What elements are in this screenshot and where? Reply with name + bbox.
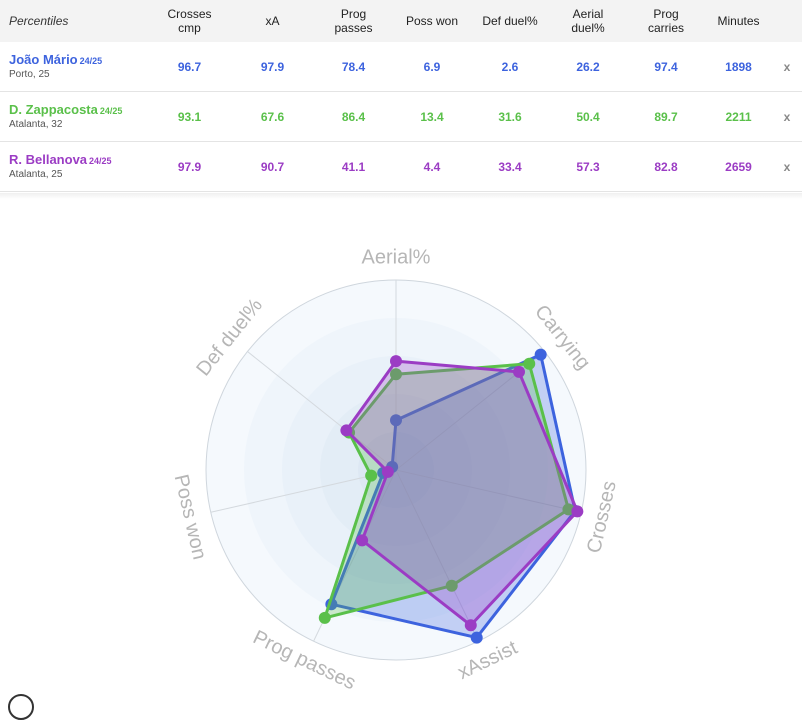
radar-spoke	[247, 351, 397, 471]
remove-player-button[interactable]: x	[772, 141, 802, 192]
player-meta: Porto, 25	[9, 69, 50, 80]
column-header: Def duel%	[471, 0, 549, 42]
column-header: xA	[231, 0, 314, 42]
table-row: R. Bellanova 24/25 Atalanta, 25 97.9 90.7 41.…	[0, 141, 802, 192]
series-point	[356, 534, 369, 547]
stat-cell: 57.3	[549, 141, 627, 192]
player-name[interactable]: R. Bellanova 24/25	[9, 152, 112, 167]
percentiles-table: Percentiles Crosses cmp xA Prog passes Poss w…	[0, 0, 802, 192]
series-point	[512, 365, 525, 378]
axis-label: Poss won	[170, 472, 211, 561]
remove-player-button[interactable]: x	[772, 91, 802, 142]
stat-cell: 96.7	[148, 42, 231, 92]
stat-cell: 33.4	[471, 141, 549, 192]
table-row: João Mário 24/25 Porto, 25 96.7 97.9 78.4 6.9 2…	[0, 42, 802, 92]
stat-cell: 82.8	[627, 141, 705, 192]
radar-spoke	[210, 469, 397, 513]
stat-cell: 97.9	[148, 141, 231, 192]
axis-label: Crosses	[583, 479, 621, 555]
player-name[interactable]: D. Zappacosta 24/25	[9, 102, 123, 117]
column-header: Poss won	[393, 0, 471, 42]
remove-column-header	[772, 0, 802, 42]
series-polygon	[344, 359, 579, 627]
player-meta: Atalanta, 32	[9, 119, 63, 130]
cursor-icon	[8, 694, 34, 720]
table-header-row: Percentiles Crosses cmp xA Prog passes Poss w…	[0, 0, 802, 42]
column-header: Prog carries	[627, 0, 705, 42]
table-row: D. Zappacosta 24/25 Atalanta, 32 93.1 67.6 86…	[0, 91, 802, 142]
series-point	[470, 631, 483, 644]
series-point	[464, 619, 477, 632]
stat-cell: 67.6	[231, 91, 314, 142]
player-season: 24/25	[89, 156, 112, 166]
player-meta: Atalanta, 25	[9, 169, 63, 180]
stat-cell: 89.7	[627, 91, 705, 142]
stat-cell: 2659	[705, 141, 772, 192]
stat-cell: 13.4	[393, 91, 471, 142]
stat-cell: 26.2	[549, 42, 627, 92]
axis-label: Aerial%	[362, 246, 431, 268]
stat-cell: 1898	[705, 42, 772, 92]
stat-cell: 4.4	[393, 141, 471, 192]
stat-cell: 2211	[705, 91, 772, 142]
stat-cell: 97.9	[231, 42, 314, 92]
radar-spoke	[395, 469, 479, 642]
table-shadow	[0, 193, 802, 199]
series-point	[390, 355, 402, 368]
column-header: Aerial duel%	[549, 0, 627, 42]
stat-cell: 97.4	[627, 42, 705, 92]
remove-player-button[interactable]: x	[772, 42, 802, 92]
player-cell: João Mário 24/25 Porto, 25	[0, 42, 148, 92]
series-polygon	[323, 362, 570, 620]
stat-cell: 93.1	[148, 91, 231, 142]
stat-cell: 78.4	[314, 42, 393, 92]
series-point	[571, 505, 584, 518]
player-cell: D. Zappacosta 24/25 Atalanta, 32	[0, 91, 148, 142]
player-cell: R. Bellanova 24/25 Atalanta, 25	[0, 141, 148, 192]
percentiles-header: Percentiles	[0, 0, 148, 42]
column-header: Crosses cmp	[148, 0, 231, 42]
series-point	[390, 368, 402, 381]
player-season: 24/25	[79, 56, 103, 66]
series-point	[340, 424, 353, 437]
series-point	[381, 465, 394, 478]
column-header: Minutes	[705, 0, 772, 42]
stat-cell: 86.4	[314, 91, 393, 142]
stat-cell: 6.9	[393, 42, 471, 92]
radar-spoke	[395, 469, 582, 513]
column-header: Prog passes	[314, 0, 393, 42]
player-name[interactable]: João Mário 24/25	[9, 52, 103, 67]
stat-cell: 2.6	[471, 42, 549, 92]
series-point	[390, 414, 402, 427]
stat-cell: 41.1	[314, 141, 393, 192]
series-point	[534, 348, 547, 361]
player-season: 24/25	[99, 106, 123, 116]
stat-cell: 50.4	[549, 91, 627, 142]
series-point	[365, 469, 378, 482]
series-point	[523, 357, 536, 370]
stat-cell: 31.6	[471, 91, 549, 142]
stat-cell: 90.7	[231, 141, 314, 192]
series-point	[445, 579, 458, 592]
series-point	[318, 611, 331, 624]
